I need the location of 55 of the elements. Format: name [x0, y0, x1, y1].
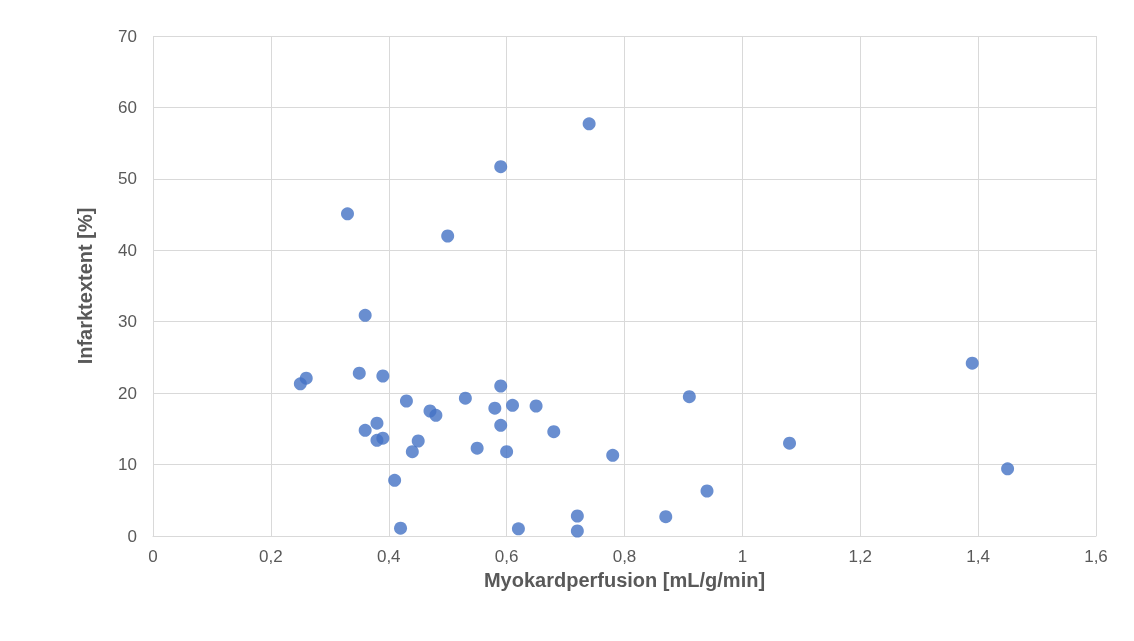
point [358, 423, 372, 437]
x-tick-label: 0,6 [494, 547, 519, 566]
point [494, 418, 508, 432]
point [399, 394, 413, 408]
y-tick-label: 60 [118, 97, 137, 117]
point [358, 308, 372, 322]
point [506, 398, 520, 412]
point [299, 371, 313, 385]
point [783, 436, 797, 450]
point [494, 160, 508, 174]
y-tick-label: 10 [118, 455, 137, 475]
point [606, 448, 620, 462]
y-tick-label: 20 [118, 383, 137, 403]
y-axis-title: Infarktextent [%] [74, 207, 96, 365]
point [570, 524, 584, 538]
x-tick-label: 1,6 [1084, 547, 1108, 566]
point [965, 356, 979, 370]
x-tick-label: 1,2 [848, 547, 873, 566]
point [494, 379, 508, 393]
point [376, 431, 390, 445]
point [458, 391, 472, 405]
point [341, 207, 354, 221]
point [429, 408, 443, 422]
y-tick-label: 70 [118, 26, 137, 46]
point [659, 510, 673, 524]
x-tick-label: 0,8 [612, 547, 637, 566]
point [405, 445, 419, 459]
x-tick-label: 1 [737, 547, 748, 566]
x-tick-label: 1,4 [966, 547, 990, 566]
x-tick-label: 0 [148, 547, 158, 566]
point [470, 441, 484, 455]
point [441, 229, 455, 243]
point [529, 399, 543, 413]
point [511, 522, 525, 536]
point [700, 484, 714, 498]
y-tick-label: 40 [118, 240, 137, 260]
point [547, 425, 561, 439]
point [376, 369, 390, 383]
x-tick-label: 0,4 [376, 547, 401, 566]
y-tick-label: 0 [127, 526, 137, 546]
x-tick-label: 0,2 [259, 547, 283, 566]
point [582, 117, 596, 131]
point [352, 366, 366, 380]
point [682, 390, 696, 404]
point [388, 473, 402, 487]
point [488, 401, 502, 415]
point [394, 521, 408, 535]
point [411, 434, 425, 448]
point [570, 509, 584, 523]
point [370, 416, 384, 430]
x-axis-title: Myokardperfusion [mL/g/min] [483, 568, 766, 591]
point [1001, 462, 1015, 476]
y-tick-label: 30 [118, 312, 137, 332]
point [500, 445, 514, 459]
y-tick-label: 50 [118, 169, 137, 189]
